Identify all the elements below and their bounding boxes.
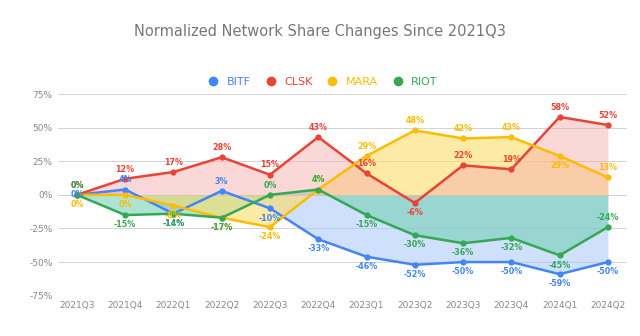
Text: -14%: -14% — [163, 219, 184, 228]
Text: 29%: 29% — [550, 161, 569, 170]
Text: -24%: -24% — [259, 233, 281, 241]
Text: -17%: -17% — [211, 223, 233, 232]
Text: 28%: 28% — [212, 143, 231, 152]
Text: -10%: -10% — [259, 214, 281, 222]
Text: 4%: 4% — [312, 175, 325, 184]
Text: -50%: -50% — [500, 267, 522, 276]
Text: 12%: 12% — [116, 165, 135, 173]
Text: -46%: -46% — [355, 262, 378, 271]
Text: 17%: 17% — [164, 158, 183, 167]
Legend: BITF, CLSK, MARA, RIOT: BITF, CLSK, MARA, RIOT — [198, 73, 442, 92]
Text: -14%: -14% — [163, 219, 184, 228]
Text: 3%: 3% — [215, 177, 228, 185]
Text: 48%: 48% — [405, 116, 424, 125]
Text: -33%: -33% — [307, 245, 330, 253]
Text: -45%: -45% — [548, 261, 571, 269]
Text: 52%: 52% — [598, 111, 618, 120]
Text: -30%: -30% — [404, 241, 426, 249]
Text: 42%: 42% — [454, 124, 473, 133]
Text: -15%: -15% — [114, 220, 136, 229]
Text: -15%: -15% — [355, 220, 378, 229]
Text: 22%: 22% — [454, 151, 473, 160]
Text: 29%: 29% — [357, 142, 376, 151]
Text: 58%: 58% — [550, 103, 569, 112]
Text: 0%: 0% — [263, 181, 276, 190]
Text: 16%: 16% — [357, 159, 376, 168]
Text: 43%: 43% — [502, 123, 521, 132]
Text: Normalized Network Share Changes Since 2021Q3: Normalized Network Share Changes Since 2… — [134, 24, 506, 39]
Text: 4%: 4% — [312, 175, 325, 184]
Text: -50%: -50% — [596, 267, 619, 276]
Text: -17%: -17% — [211, 223, 233, 232]
Text: 0%: 0% — [70, 200, 84, 209]
Text: -52%: -52% — [404, 270, 426, 279]
Text: -59%: -59% — [548, 280, 571, 288]
Text: -36%: -36% — [452, 249, 474, 257]
Text: 4%: 4% — [118, 175, 132, 184]
Text: 43%: 43% — [308, 123, 328, 132]
Text: -24%: -24% — [596, 213, 619, 222]
Text: -8%: -8% — [165, 211, 182, 220]
Text: 19%: 19% — [502, 155, 521, 164]
Text: 15%: 15% — [260, 161, 280, 169]
Text: -32%: -32% — [500, 243, 522, 252]
Text: -50%: -50% — [452, 267, 474, 276]
Text: 0%: 0% — [70, 191, 84, 199]
Text: 0%: 0% — [118, 200, 132, 209]
Text: 13%: 13% — [598, 163, 618, 172]
Text: -6%: -6% — [406, 208, 423, 217]
Text: 0%: 0% — [70, 181, 84, 190]
Text: 0%: 0% — [70, 181, 84, 190]
